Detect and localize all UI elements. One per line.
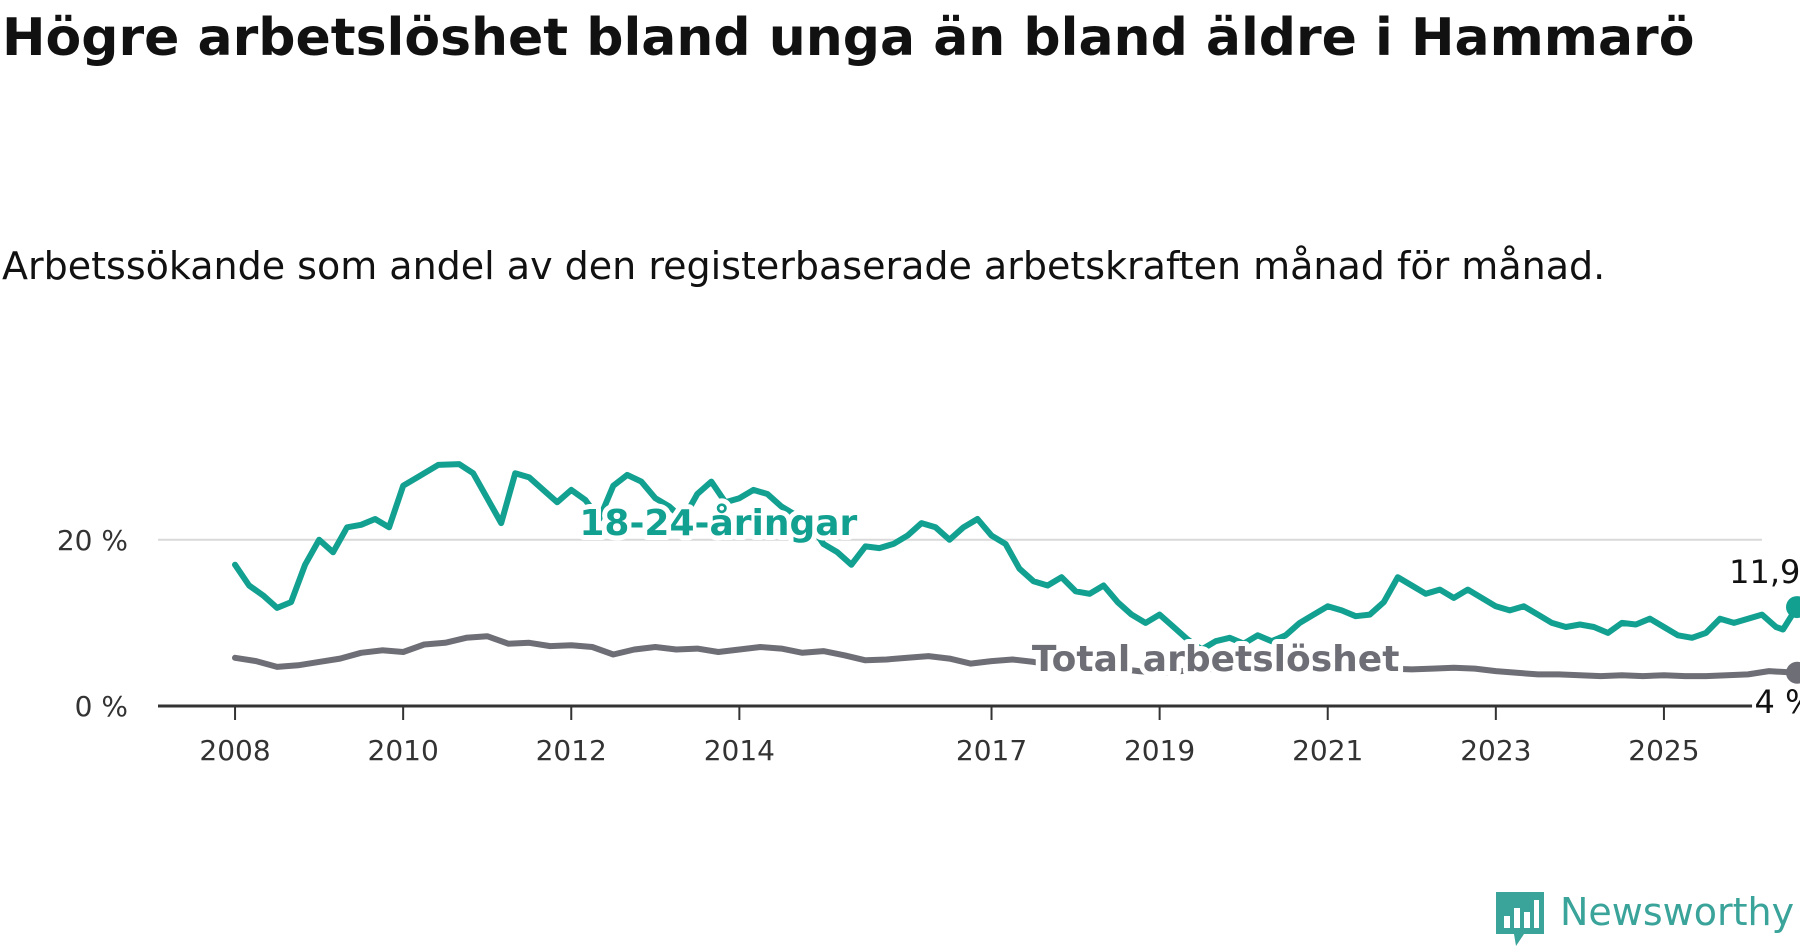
series-line-youth <box>232 461 1800 653</box>
brand-name: Newsworthy <box>1560 890 1795 934</box>
series-end-point <box>1786 596 1800 619</box>
x-tick-label: 2008 <box>199 734 270 767</box>
x-tick-label: 2019 <box>1124 734 1195 767</box>
x-tick-label: 2023 <box>1460 734 1531 767</box>
newsworthy-brand[interactable]: Newsworthy <box>1494 884 1800 948</box>
series-labels: 18-24-åringar Total arbetslöshet 11,9 % 4 % <box>574 498 1800 725</box>
y-tick-label: 20 % <box>57 524 128 557</box>
x-tick-label: 2012 <box>536 734 607 767</box>
x-tick-label: 2021 <box>1292 734 1363 767</box>
y-tick-label: 0 % <box>75 690 128 723</box>
x-tick-label: 2010 <box>368 734 439 767</box>
x-tick-label: 2014 <box>704 734 775 767</box>
x-axis: 0 % 20 % 2008 2010 2012 2014 2017 2019 2021 2023 2… <box>57 524 1762 767</box>
series-end-point <box>1786 661 1800 684</box>
newsworthy-logo-icon <box>1496 892 1544 946</box>
series-lines <box>232 461 1800 684</box>
x-tick-label: 2025 <box>1628 734 1699 767</box>
chart-subtitle: Arbetssökande som andel av den registerb… <box>2 244 1606 288</box>
series-line-total <box>232 633 1800 680</box>
series-label-total: Total arbetslöshet <box>1032 639 1400 680</box>
series-label-youth: 18-24-åringar <box>579 503 857 544</box>
end-label-total: 4 % <box>1755 683 1800 721</box>
end-label-youth: 11,9 % <box>1729 553 1800 591</box>
chart-title: Högre arbetslöshet bland unga än bland ä… <box>2 8 1695 68</box>
x-tick-label: 2017 <box>956 734 1027 767</box>
